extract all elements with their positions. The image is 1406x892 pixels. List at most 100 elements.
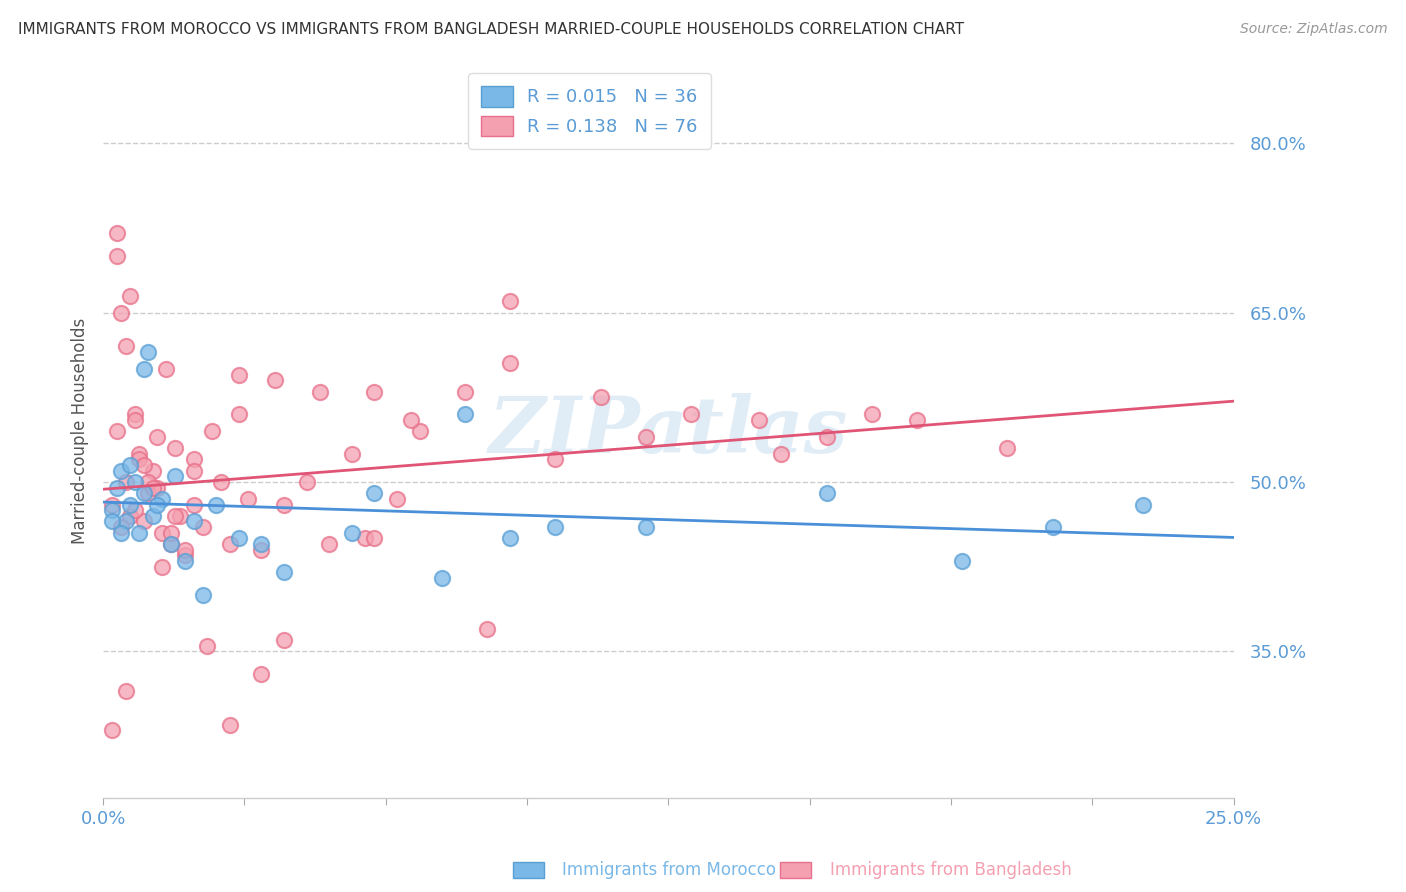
Point [169,508,191,523]
Point [770,447,793,461]
Point [124,413,146,427]
Point [634,430,657,444]
Point [114,339,136,353]
Text: Source: ZipAtlas.com: Source: ZipAtlas.com [1240,22,1388,37]
Point [173,542,195,557]
Point [146,481,169,495]
Point [589,390,612,404]
Point [264,373,287,387]
Point [105,227,128,241]
Point [128,525,150,540]
Point [354,532,377,546]
Point [905,413,928,427]
Point [110,464,132,478]
Point [318,537,340,551]
Point [363,486,385,500]
Point [228,368,250,382]
Point [385,491,408,506]
Point [146,498,169,512]
Point [132,486,155,500]
Point [860,407,883,421]
Point [155,362,177,376]
Point [146,430,169,444]
Point [160,537,183,551]
Point [250,537,273,551]
Point [150,491,173,506]
Point [110,305,132,319]
Point [399,413,422,427]
Point [101,723,124,738]
Point [363,384,385,399]
Text: Immigrants from Morocco: Immigrants from Morocco [562,861,776,879]
Point [120,288,142,302]
Point [499,294,522,309]
Point [295,475,318,489]
Point [183,515,205,529]
Point [110,525,132,540]
Point [165,469,187,483]
Point [101,503,124,517]
Point [408,424,430,438]
Text: ZIPatlas: ZIPatlas [489,392,848,469]
Point [250,667,273,681]
Point [183,498,205,512]
Legend: R = 0.015   N = 36, R = 0.138   N = 76: R = 0.015 N = 36, R = 0.138 N = 76 [468,73,710,149]
Point [120,508,142,523]
Point [544,452,567,467]
Text: Immigrants from Bangladesh: Immigrants from Bangladesh [830,861,1071,879]
Y-axis label: Married-couple Households: Married-couple Households [72,318,89,544]
Point [138,345,160,359]
Point [132,362,155,376]
Point [218,537,240,551]
Point [228,532,250,546]
Point [544,520,567,534]
Point [340,525,363,540]
Point [150,525,173,540]
Point [105,481,128,495]
Point [228,407,250,421]
Point [110,520,132,534]
Point [499,532,522,546]
Point [205,498,228,512]
Point [105,249,128,263]
Point [160,525,183,540]
Point [183,464,205,478]
Point [236,491,259,506]
Point [191,588,214,602]
Point [340,447,363,461]
Point [120,458,142,472]
Point [1132,498,1154,512]
Point [309,384,332,399]
Point [273,498,295,512]
Point [201,424,224,438]
Point [165,508,187,523]
Point [124,407,146,421]
Point [363,532,385,546]
Point [273,633,295,648]
Point [132,515,155,529]
Point [124,503,146,517]
Point [165,441,187,455]
Point [105,424,128,438]
Point [218,717,240,731]
Point [142,508,165,523]
Point [114,475,136,489]
Point [454,407,477,421]
Point [1042,520,1064,534]
Point [132,458,155,472]
Point [114,515,136,529]
Point [160,537,183,551]
Point [173,554,195,568]
Point [183,452,205,467]
Text: IMMIGRANTS FROM MOROCCO VS IMMIGRANTS FROM BANGLADESH MARRIED-COUPLE HOUSEHOLDS : IMMIGRANTS FROM MOROCCO VS IMMIGRANTS FR… [18,22,965,37]
Point [173,549,195,563]
Point [191,520,214,534]
Point [101,498,124,512]
Point [815,430,838,444]
Point [101,515,124,529]
Point [150,559,173,574]
Point [120,498,142,512]
Point [138,475,160,489]
Point [454,384,477,399]
Point [679,407,702,421]
